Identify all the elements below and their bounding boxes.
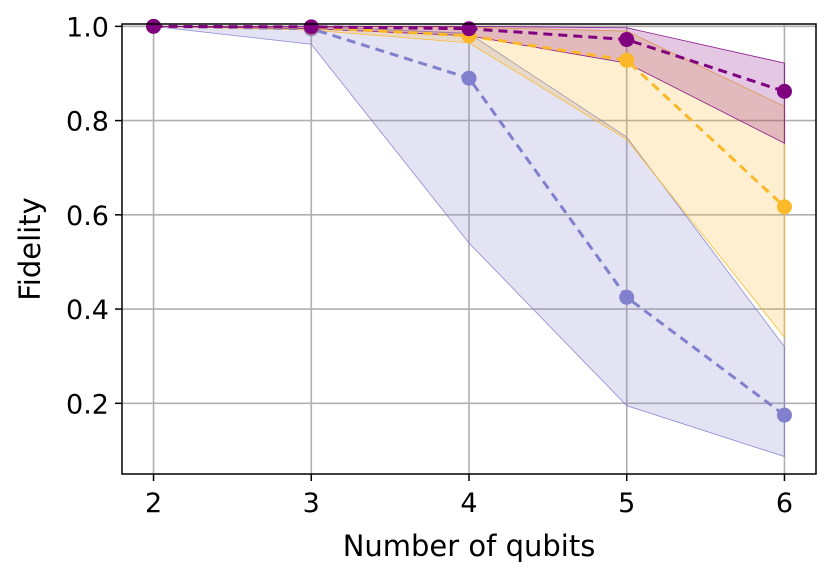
data-point [619, 32, 635, 48]
x-tick-label: 4 [460, 488, 477, 519]
data-point [619, 52, 635, 68]
confidence-band [153, 25, 785, 458]
y-tick-label: 0.8 [66, 107, 109, 138]
y-tick-label: 0.2 [66, 389, 109, 420]
x-tick-label: 5 [618, 488, 635, 519]
y-tick-label: 0.6 [66, 201, 109, 232]
data-point [461, 70, 477, 86]
data-point [776, 83, 792, 99]
y-tick-label: 1.0 [66, 12, 109, 43]
data-point [461, 21, 477, 37]
data-point [776, 407, 792, 423]
x-tick-label: 3 [303, 488, 320, 519]
series-markers [146, 18, 792, 423]
y-tick-label: 0.4 [66, 295, 109, 326]
x-axis-label: Number of qubits [343, 529, 596, 563]
data-point [146, 18, 162, 34]
data-point [619, 289, 635, 305]
y-axis-label: Fidelity [13, 197, 47, 301]
confidence-band [153, 25, 785, 339]
x-tick-label: 2 [145, 488, 162, 519]
axis-ticks: 2 3 4 5 6 0.2 0.4 0.6 0.8 1.0 [66, 12, 793, 519]
data-point [776, 199, 792, 215]
data-point [303, 19, 319, 35]
x-tick-label: 6 [776, 488, 793, 519]
